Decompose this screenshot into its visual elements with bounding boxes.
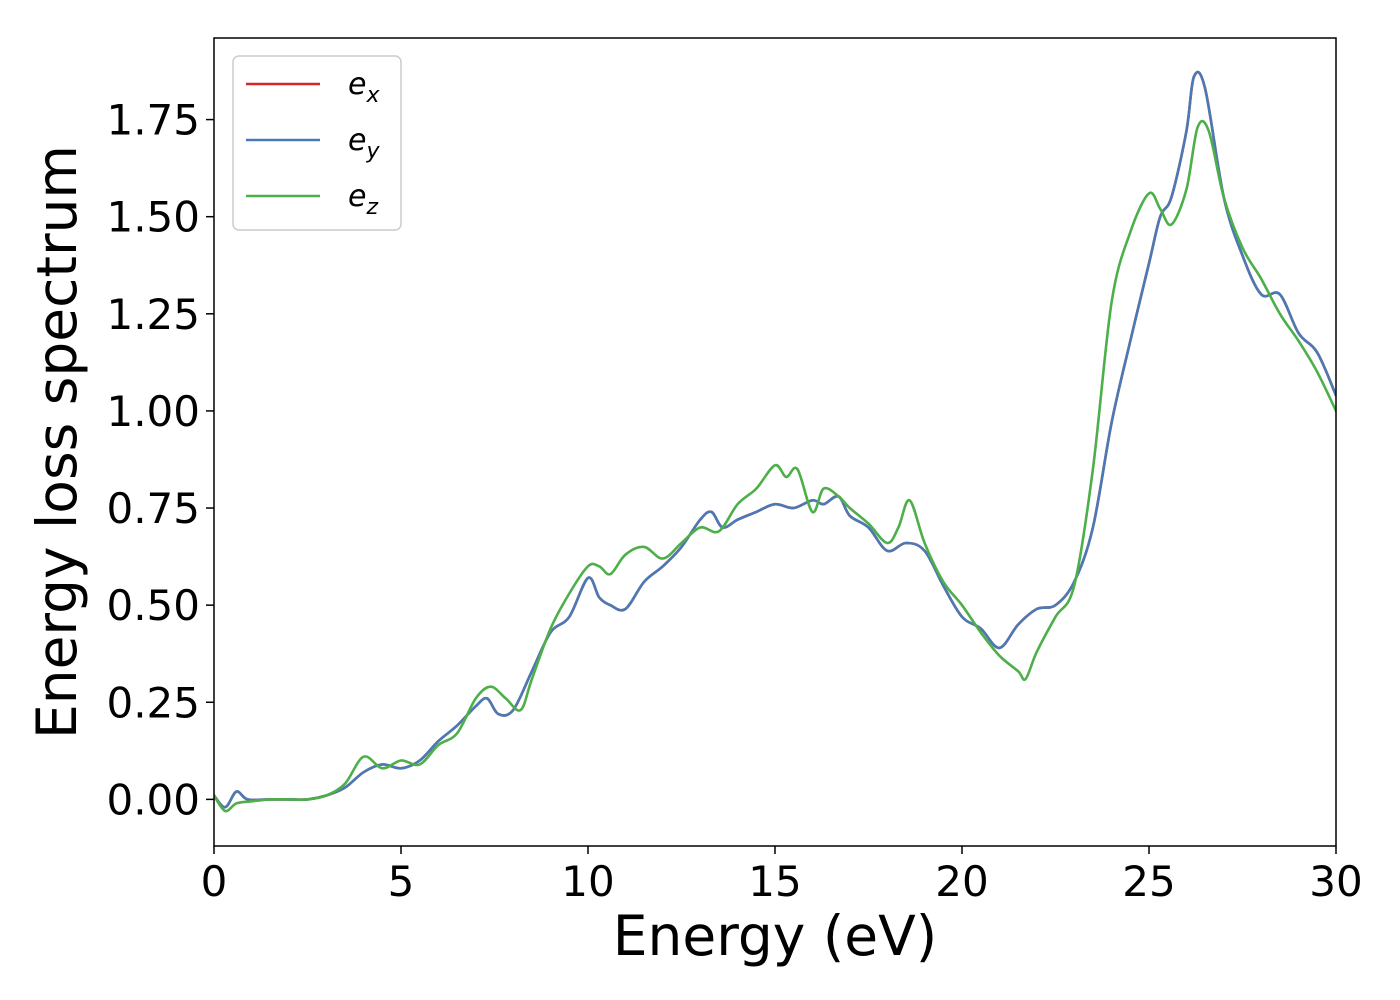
- legend-label-base: e: [348, 123, 366, 158]
- x-tick-label: 20: [935, 857, 988, 906]
- y-tick-label: 1.25: [106, 290, 200, 339]
- y-tick-label: 1.75: [106, 96, 200, 145]
- series-layer: [214, 70, 1336, 813]
- x-tick-label: 25: [1122, 857, 1175, 906]
- x-axis-title: Energy (eV): [613, 904, 937, 968]
- series-line-ey: [214, 70, 1336, 809]
- y-tick-label: 0.50: [106, 581, 200, 630]
- legend-label-base: e: [348, 179, 366, 214]
- x-tick-label: 0: [201, 857, 228, 906]
- y-tick-label: 0.75: [106, 484, 200, 533]
- y-axis-title: Energy loss spectrum: [25, 145, 89, 739]
- legend-label-ey: ey: [348, 123, 380, 164]
- x-tick-label: 5: [388, 857, 415, 906]
- legend-box: [232, 55, 402, 231]
- x-tick-label: 15: [748, 857, 801, 906]
- x-tick-label: 30: [1309, 857, 1362, 906]
- y-axis: 0.00 0.25 0.50 0.75 1.00 1.25 1.50 1.75: [106, 96, 214, 824]
- legend-label-subscript: y: [365, 139, 380, 164]
- legend-label-subscript: x: [365, 83, 380, 108]
- x-tick-label: 10: [561, 857, 614, 906]
- y-tick-label: 1.00: [106, 387, 200, 436]
- legend-label-base: e: [348, 67, 366, 102]
- series-line-ez: [214, 119, 1336, 813]
- x-axis: 0 5 10 15 20 25 30: [201, 846, 1363, 906]
- legend-label-ex: ex: [348, 67, 380, 108]
- legend-label-subscript: z: [365, 195, 378, 220]
- legend-label-ez: ez: [348, 179, 378, 220]
- y-tick-label: 1.50: [106, 193, 200, 242]
- y-tick-label: 0.00: [106, 775, 200, 824]
- y-tick-label: 0.25: [106, 678, 200, 727]
